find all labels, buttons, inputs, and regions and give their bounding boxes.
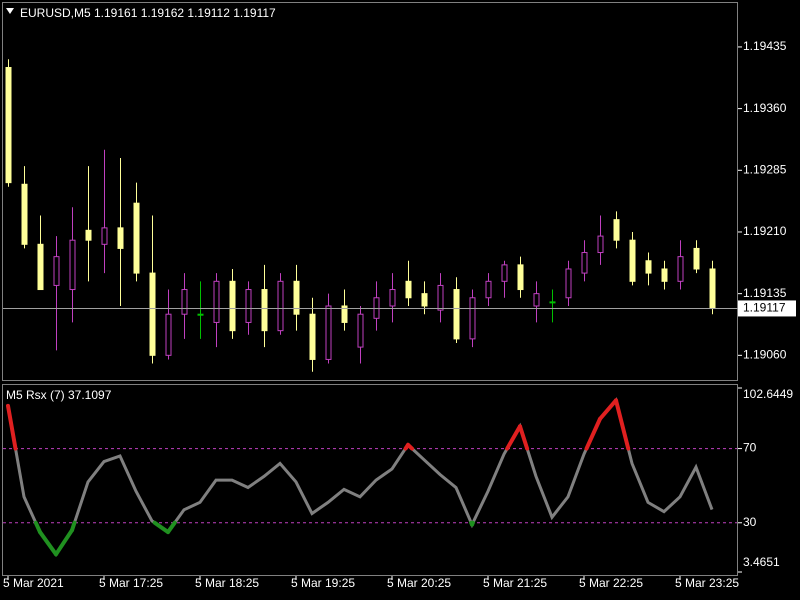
candle-body	[613, 219, 620, 241]
indicator-frame	[2, 384, 738, 576]
current-price-label: 1.19117	[743, 301, 786, 315]
candle-body	[5, 67, 12, 184]
indicator-highlight	[54, 528, 74, 557]
candle-body	[165, 313, 172, 356]
current-price-box	[738, 300, 796, 317]
quote: 1.19161 1.19162 1.19112 1.19117	[94, 6, 276, 20]
y-tick-label: 3.4651	[743, 555, 780, 569]
indicator-highlight	[70, 520, 77, 533]
symbol: EURUSD,M5	[20, 6, 91, 20]
candle-body	[581, 252, 588, 274]
indicator-highlight	[505, 424, 522, 451]
x-tick-label: 5 Mar 22:25	[579, 576, 643, 590]
candle-body	[277, 280, 284, 332]
x-tick-label: 5 Mar 2021	[3, 576, 64, 590]
candle-body	[405, 280, 412, 299]
indicator-title: M5 Rsx (7) 37.1097	[6, 388, 112, 402]
candle-body	[389, 289, 396, 307]
candle-body	[501, 264, 508, 282]
indicator-highlight	[614, 398, 631, 451]
candle-body	[357, 313, 364, 348]
candle-body	[549, 301, 556, 304]
x-tick-label: 5 Mar 18:25	[195, 576, 259, 590]
candle-body	[693, 247, 700, 270]
y-tick-label: 70	[743, 441, 757, 455]
candle-body	[101, 227, 108, 245]
candle-body	[53, 256, 60, 286]
y-tick-label: 102.6449	[743, 387, 793, 401]
y-tick-label: 1.19360	[743, 101, 787, 115]
candle-body	[117, 227, 124, 249]
indicator-highlight	[470, 520, 475, 527]
indicator-highlight	[152, 520, 170, 535]
candle-body	[197, 313, 204, 316]
menu-arrow[interactable]	[6, 8, 14, 14]
y-tick-label: 1.19435	[743, 39, 787, 53]
candle-body	[453, 289, 460, 340]
candle-body	[437, 284, 444, 311]
candle-body	[421, 293, 428, 307]
main-frame	[2, 2, 738, 381]
candle-body	[37, 243, 44, 291]
x-tick-label: 5 Mar 17:25	[99, 576, 163, 590]
candle-body	[469, 297, 476, 340]
indicator-highlight	[598, 398, 618, 421]
candle-body	[565, 268, 572, 299]
indicator-line	[6, 397, 714, 557]
candle-body	[21, 183, 28, 245]
indicator-highlight	[518, 424, 530, 451]
candle-body	[597, 235, 604, 254]
y-tick-label: 1.19285	[743, 162, 787, 176]
indicator-highlight	[38, 530, 58, 557]
candle-body	[325, 305, 332, 360]
indicator-highlight	[406, 442, 414, 451]
candle-body	[69, 239, 76, 291]
indicator-highlight	[6, 403, 18, 451]
x-tick-label: 5 Mar 19:25	[291, 576, 355, 590]
candle-body	[709, 268, 716, 309]
candle-body	[645, 260, 652, 274]
indicator-highlight	[584, 416, 602, 451]
x-tick-label: 5 Mar 23:25	[675, 576, 739, 590]
candle-body	[85, 229, 92, 241]
candle-body	[661, 268, 668, 282]
candle-body	[181, 289, 188, 315]
candle-body	[245, 289, 252, 323]
candle-body	[517, 264, 524, 291]
candle-body	[261, 289, 268, 332]
candle-body	[293, 280, 300, 315]
candle-body	[341, 305, 348, 323]
candle-body	[213, 280, 220, 323]
y-tick-label: 1.19135	[743, 286, 787, 300]
candle-body	[149, 272, 156, 356]
indicator-highlight	[166, 520, 177, 535]
candle-body	[485, 280, 492, 299]
candle-body	[629, 239, 636, 282]
candle-body	[677, 256, 684, 282]
x-tick-label: 5 Mar 21:25	[483, 576, 547, 590]
x-tick-label: 5 Mar 20:25	[387, 576, 451, 590]
candle-body	[229, 280, 236, 332]
candle-body	[533, 293, 540, 307]
candle-body	[133, 202, 140, 274]
y-tick-label: 30	[743, 515, 757, 529]
candle-body	[309, 313, 316, 360]
y-tick-label: 1.19060	[743, 348, 787, 362]
y-tick-label: 1.19210	[743, 224, 787, 238]
